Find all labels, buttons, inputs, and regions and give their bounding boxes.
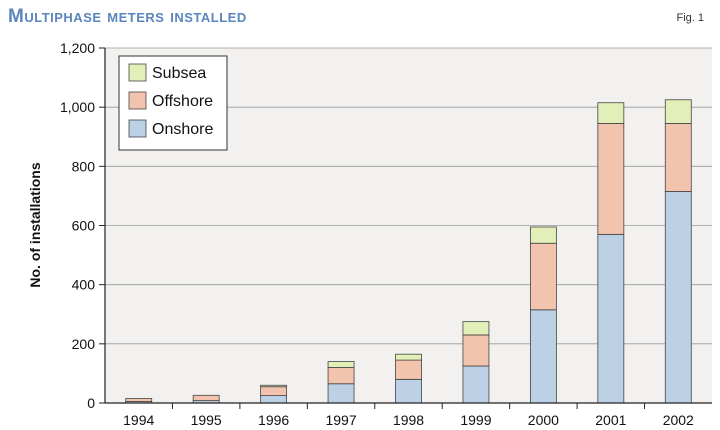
figure-label: Fig. 1 xyxy=(676,12,704,24)
bar-subsea-1996 xyxy=(260,384,288,388)
bar-subsea-1998 xyxy=(395,353,422,361)
x-tick-label: 2000 xyxy=(528,412,559,428)
legend-label-subsea: Subsea xyxy=(152,65,206,82)
x-tick-label: 1994 xyxy=(123,412,154,428)
x-tick-label: 1999 xyxy=(460,412,491,428)
bar-onshore-2001 xyxy=(597,233,625,404)
legend-swatch-subsea xyxy=(128,63,147,82)
bar-offshore-1995 xyxy=(192,394,220,402)
bar-onshore-1999 xyxy=(462,365,490,404)
bar-offshore-1999 xyxy=(462,334,490,367)
y-tick-label: 1,000 xyxy=(60,99,95,115)
x-tick-label: 2001 xyxy=(595,412,626,428)
legend-label-offshore: Offshore xyxy=(152,93,213,110)
y-tick-label: 200 xyxy=(72,336,96,352)
y-tick-label: 0 xyxy=(87,395,95,411)
bar-offshore-1994 xyxy=(125,398,153,402)
x-tick-label: 1996 xyxy=(258,412,289,428)
bar-onshore-1996 xyxy=(260,395,288,404)
legend-swatch-offshore xyxy=(128,91,147,110)
bar-onshore-1998 xyxy=(395,378,422,404)
x-tick-label: 2002 xyxy=(663,412,694,428)
y-axis-label: No. of installations xyxy=(27,162,43,287)
legend-label-onshore: Onshore xyxy=(152,121,213,138)
y-tick-label: 800 xyxy=(72,158,96,174)
bar-onshore-2002 xyxy=(664,191,692,404)
bar-onshore-1997 xyxy=(327,383,355,404)
bar-offshore-1998 xyxy=(395,359,422,380)
x-tick-label: 1997 xyxy=(325,412,356,428)
y-tick-label: 400 xyxy=(72,277,96,293)
bar-offshore-2001 xyxy=(597,123,625,235)
bar-offshore-2002 xyxy=(664,123,692,192)
legend: Subsea Offshore Onshore xyxy=(118,55,228,151)
bar-subsea-1997 xyxy=(327,361,355,368)
bar-offshore-1996 xyxy=(260,386,288,397)
y-tick-label: 1,200 xyxy=(60,40,95,56)
bar-subsea-2002 xyxy=(664,99,692,124)
chart-title: Multiphase meters installed xyxy=(8,6,247,27)
x-tick-label: 1998 xyxy=(393,412,424,428)
bar-subsea-2001 xyxy=(597,102,625,124)
y-tick-label: 600 xyxy=(72,218,96,234)
x-tick-label: 1995 xyxy=(191,412,222,428)
bar-onshore-2000 xyxy=(529,309,557,404)
bar-offshore-2000 xyxy=(529,242,557,311)
bar-subsea-1999 xyxy=(462,321,490,336)
legend-swatch-onshore xyxy=(128,119,147,138)
bar-offshore-1997 xyxy=(327,367,355,385)
bar-subsea-2000 xyxy=(529,226,557,244)
